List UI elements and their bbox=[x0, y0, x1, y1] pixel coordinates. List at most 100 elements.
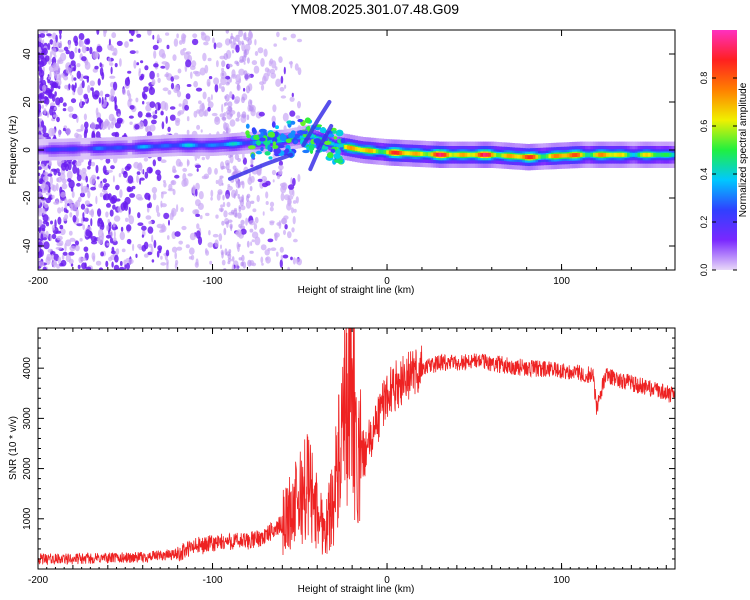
noise-speckle bbox=[59, 40, 63, 49]
noise-speckle bbox=[81, 56, 87, 62]
noise-speckle bbox=[50, 220, 53, 225]
noise-speckle bbox=[124, 77, 131, 87]
ridge-cell bbox=[645, 152, 649, 157]
noise-speckle bbox=[113, 264, 120, 270]
noise-speckle bbox=[129, 105, 135, 110]
noise-speckle bbox=[38, 66, 42, 72]
noise-speckle bbox=[75, 161, 82, 167]
ridge-cell bbox=[514, 154, 518, 159]
noise-speckle bbox=[51, 224, 56, 231]
noise-speckle bbox=[129, 50, 136, 54]
ridge-cell bbox=[250, 141, 254, 145]
noise-speckle bbox=[195, 182, 200, 191]
noise-speckle bbox=[220, 244, 222, 250]
noise-speckle bbox=[156, 173, 162, 182]
ridge-cell bbox=[522, 154, 526, 159]
ridge-blob bbox=[264, 151, 271, 156]
y-tick-label: -20 bbox=[22, 190, 33, 205]
ridge-cell bbox=[462, 152, 466, 157]
ridge-cell bbox=[247, 141, 251, 145]
noise-speckle bbox=[101, 96, 104, 105]
noise-speckle bbox=[109, 62, 114, 66]
ridge-blob bbox=[330, 148, 336, 153]
ridge-cell bbox=[354, 146, 358, 151]
ridge-cell bbox=[593, 152, 597, 157]
noise-speckle bbox=[90, 186, 96, 191]
noise-speckle bbox=[46, 253, 52, 261]
noise-speckle bbox=[238, 243, 241, 248]
noise-speckle bbox=[242, 55, 247, 63]
noise-speckle bbox=[56, 263, 61, 269]
noise-speckle bbox=[69, 237, 76, 242]
ridge-cell bbox=[394, 150, 398, 155]
ridge-cell bbox=[566, 153, 570, 158]
ridge-blob bbox=[273, 147, 282, 155]
noise-speckle bbox=[46, 33, 52, 37]
ridge-cell bbox=[179, 143, 183, 147]
noise-speckle bbox=[240, 228, 247, 235]
noise-speckle bbox=[130, 30, 135, 37]
noise-speckle bbox=[83, 217, 89, 222]
noise-speckle bbox=[185, 59, 192, 68]
ridge-cell bbox=[501, 153, 505, 158]
noise-speckle bbox=[154, 109, 158, 115]
noise-speckle bbox=[165, 115, 168, 124]
noise-speckle bbox=[246, 240, 250, 248]
noise-speckle bbox=[248, 106, 254, 112]
noise-speckle bbox=[92, 255, 96, 262]
noise-speckle bbox=[220, 204, 224, 208]
noise-speckle bbox=[75, 208, 79, 218]
noise-speckle bbox=[162, 180, 166, 183]
noise-speckle bbox=[51, 47, 57, 56]
noise-speckle bbox=[290, 33, 296, 39]
noise-speckle bbox=[83, 93, 89, 100]
noise-speckle bbox=[161, 223, 166, 232]
ridge-blob bbox=[247, 145, 256, 150]
ridge-cell bbox=[106, 146, 110, 150]
spectrogram-y-axis-label: Frequency (Hz) bbox=[8, 116, 19, 185]
noise-speckle bbox=[224, 94, 230, 102]
noise-speckle bbox=[98, 97, 102, 104]
noise-speckle bbox=[213, 42, 217, 50]
noise-speckle bbox=[214, 239, 219, 248]
ridge-cell bbox=[587, 152, 591, 157]
noise-speckle bbox=[160, 65, 166, 69]
noise-speckle bbox=[106, 169, 113, 173]
ridge-cell bbox=[291, 137, 296, 141]
noise-speckle bbox=[135, 253, 138, 258]
noise-speckle bbox=[215, 179, 219, 185]
ridge-cell bbox=[451, 152, 455, 157]
noise-speckle bbox=[234, 96, 241, 104]
ridge-blob bbox=[271, 121, 276, 128]
noise-speckle bbox=[38, 219, 43, 227]
noise-speckle bbox=[142, 118, 148, 127]
noise-speckle bbox=[236, 84, 241, 91]
ridge-cell bbox=[577, 152, 581, 157]
noise-speckle bbox=[163, 212, 170, 220]
noise-speckle bbox=[132, 243, 135, 252]
ridge-cell bbox=[187, 143, 191, 147]
noise-speckle bbox=[39, 207, 46, 213]
ridge-cell bbox=[205, 143, 209, 147]
noise-speckle bbox=[110, 165, 115, 170]
noise-speckle bbox=[288, 61, 293, 65]
noise-speckle bbox=[220, 208, 223, 213]
noise-speckle bbox=[112, 222, 116, 228]
noise-speckle bbox=[251, 262, 257, 267]
noise-speckle bbox=[211, 112, 218, 117]
noise-speckle bbox=[168, 183, 173, 191]
noise-speckle bbox=[280, 192, 285, 202]
noise-speckle bbox=[185, 93, 191, 100]
noise-speckle bbox=[260, 57, 265, 67]
ridge-cell bbox=[598, 152, 602, 157]
ridge-cell bbox=[66, 147, 70, 151]
noise-speckle bbox=[146, 203, 151, 209]
noise-speckle bbox=[67, 161, 72, 171]
noise-speckle bbox=[134, 124, 140, 130]
noise-speckle bbox=[182, 173, 187, 182]
ridge-cell bbox=[142, 145, 146, 149]
noise-speckle bbox=[128, 215, 135, 225]
noise-speckle bbox=[82, 224, 85, 231]
noise-speckle bbox=[61, 183, 68, 190]
